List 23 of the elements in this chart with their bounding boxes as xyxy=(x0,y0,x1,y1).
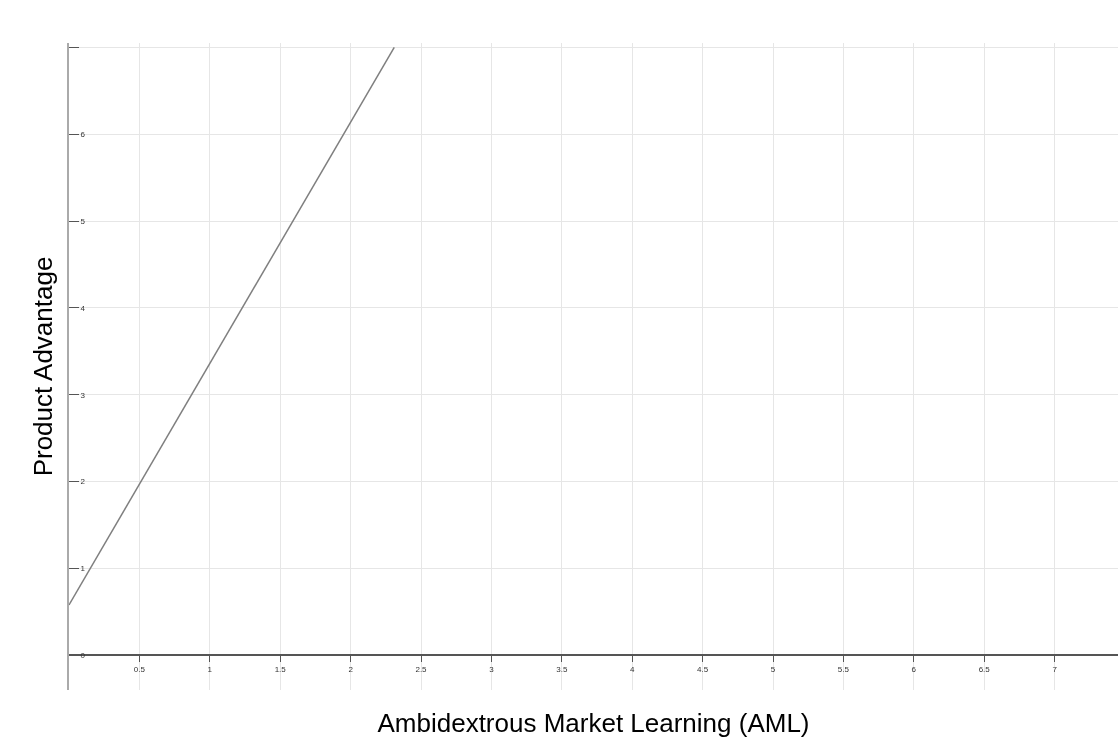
x-tick-label: 0.5 xyxy=(133,664,146,674)
x-tick-label: 4.5 xyxy=(697,664,709,674)
x-tick-label: 2.5 xyxy=(415,664,428,674)
y-tick-label: 4 xyxy=(80,303,86,313)
x-tick-label: 1 xyxy=(207,664,213,674)
x-tick-label: 5 xyxy=(770,664,776,674)
x-tick-label: 6.5 xyxy=(978,664,991,674)
x-tick-label: 1.5 xyxy=(274,664,287,674)
x-tick-label: 3.5 xyxy=(556,664,568,674)
y-tick-label: 0 xyxy=(80,651,86,661)
x-tick-label: 7 xyxy=(1052,664,1058,674)
x-tick-label: 6 xyxy=(911,664,917,674)
y-axis-title: Product Advantage xyxy=(28,256,59,477)
x-axis-title: Ambidextrous Market Learning (AML) xyxy=(377,708,810,739)
x-tick-label: 2 xyxy=(348,664,354,674)
x-tick-label: 3 xyxy=(489,664,495,674)
y-tick-label: 5 xyxy=(80,216,86,226)
y-tick-label: 2 xyxy=(80,477,86,487)
x-tick-label: 5.5 xyxy=(837,664,850,674)
y-tick-label: 1 xyxy=(80,564,86,574)
x-tick-label: 4 xyxy=(629,664,635,674)
y-tick-label: 6 xyxy=(80,129,86,139)
y-tick-label: 3 xyxy=(80,390,86,400)
